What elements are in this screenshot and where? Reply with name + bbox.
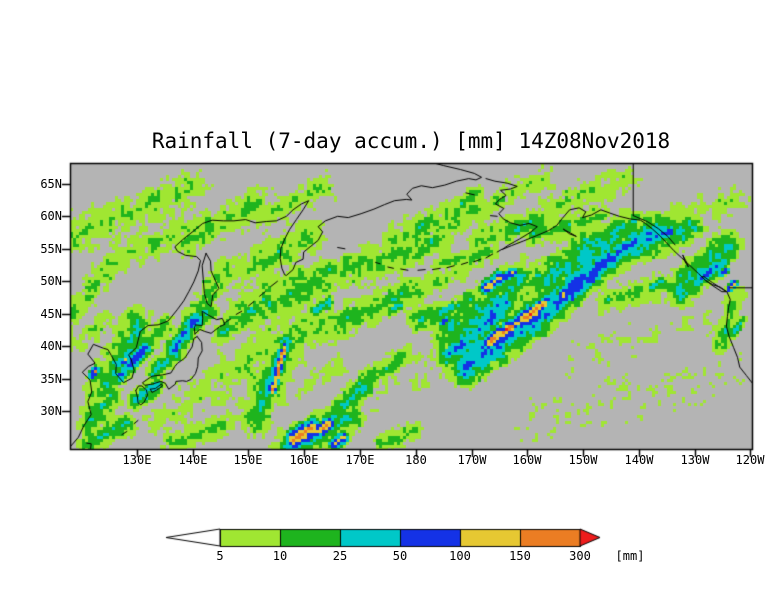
- y-axis-label: 40N: [40, 339, 62, 353]
- colorbar-tick-label: 100: [449, 549, 471, 563]
- x-axis-label: 130E: [122, 453, 152, 467]
- colorbar-tick-label: 10: [272, 549, 288, 563]
- colorbar-unit-label: [mm]: [615, 549, 645, 563]
- y-axis-label: 65N: [40, 177, 62, 191]
- x-axis-label: 130W: [680, 453, 710, 467]
- x-axis-label: 170E: [345, 453, 375, 467]
- x-axis-label: 140E: [178, 453, 208, 467]
- x-axis-label: 170W: [457, 453, 487, 467]
- y-axis-label: 45N: [40, 307, 62, 321]
- y-axis-label: 60N: [40, 209, 62, 223]
- y-axis-label: 35N: [40, 372, 62, 386]
- colorbar-tick-label: 150: [509, 549, 531, 563]
- colorbar-tick-label: 25: [332, 549, 348, 563]
- colorbar-tick-label: 5: [216, 549, 224, 563]
- x-axis-label: 160W: [512, 453, 542, 467]
- y-axis-label: 55N: [40, 242, 62, 256]
- x-axis-label: 120W: [735, 453, 765, 467]
- colorbar-tick-label: 50: [392, 549, 408, 563]
- y-axis-label: 30N: [40, 404, 62, 418]
- x-axis-label: 150E: [233, 453, 263, 467]
- x-axis-label: 140W: [624, 453, 654, 467]
- chart-title: Rainfall (7-day accum.) [mm] 14Z08Nov201…: [151, 129, 671, 153]
- x-axis-label: 150W: [568, 453, 598, 467]
- x-axis-label: 180: [405, 453, 427, 467]
- x-axis-label: 160E: [289, 453, 319, 467]
- y-axis-label: 50N: [40, 274, 62, 288]
- colorbar-tick-label: 300: [569, 549, 591, 563]
